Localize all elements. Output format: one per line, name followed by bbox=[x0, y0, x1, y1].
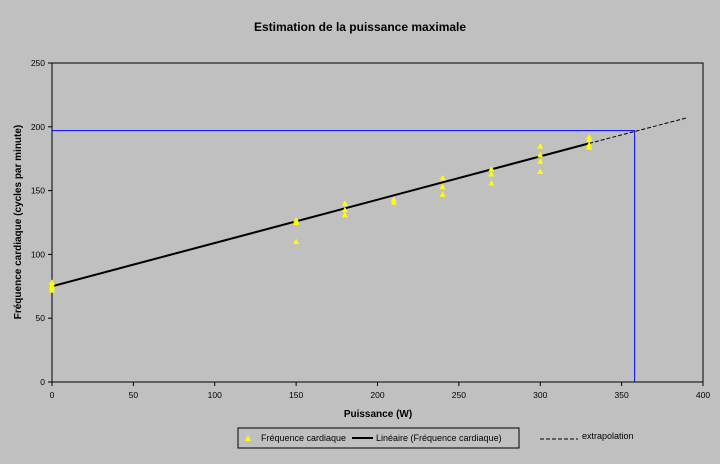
data-point-triangle bbox=[537, 168, 544, 174]
legend: Fréquence cardiaque Linéaire (Fréquence … bbox=[237, 427, 520, 449]
extrapolation-line bbox=[588, 117, 687, 144]
x-tick-label: 350 bbox=[615, 390, 629, 400]
max-guides bbox=[52, 130, 636, 382]
data-point-triangle bbox=[488, 179, 495, 186]
data-point-triangle bbox=[537, 151, 544, 158]
x-tick-label: 50 bbox=[129, 390, 139, 400]
data-point-triangle bbox=[293, 238, 300, 245]
x-tick-label: 400 bbox=[696, 390, 710, 400]
extrapolation-label: extrapolation bbox=[582, 431, 634, 441]
data-point-triangle bbox=[488, 165, 495, 172]
data-point-triangle bbox=[439, 191, 446, 197]
legend-box bbox=[237, 427, 520, 449]
data-point-triangle bbox=[293, 219, 300, 225]
x-tick-label: 150 bbox=[289, 390, 303, 400]
y-tick-label: 0 bbox=[40, 377, 45, 387]
y-axis: 0 50 100 150 200 250 bbox=[31, 58, 52, 387]
y-tick-label: 200 bbox=[31, 122, 45, 132]
y-tick-label: 250 bbox=[31, 58, 45, 68]
data-markers bbox=[49, 134, 593, 293]
x-tick-label: 300 bbox=[533, 390, 547, 400]
data-point-triangle bbox=[390, 199, 397, 205]
y-tick-label: 100 bbox=[31, 249, 45, 259]
data-point-triangle bbox=[439, 183, 446, 190]
data-point-triangle bbox=[341, 200, 348, 206]
data-point-triangle bbox=[537, 158, 544, 164]
x-tick-label: 250 bbox=[452, 390, 466, 400]
x-axis: 0 50 100 150 200 250 300 350 400 bbox=[50, 382, 710, 400]
data-point-triangle bbox=[341, 211, 348, 218]
data-point-triangle bbox=[49, 287, 55, 293]
x-axis-title: Puissance (W) bbox=[344, 409, 412, 420]
legend-label-heart-rate: Fréquence cardiaque bbox=[261, 433, 346, 443]
trend-lines bbox=[51, 117, 687, 288]
x-tick-label: 0 bbox=[50, 390, 55, 400]
data-point-triangle bbox=[537, 142, 544, 149]
y-axis-title: Fréquence cardiaque (cycles par minute) bbox=[13, 125, 24, 320]
x-tick-label: 100 bbox=[208, 390, 222, 400]
y-tick-label: 50 bbox=[36, 313, 46, 323]
chart-title: Estimation de la puissance maximale bbox=[254, 20, 466, 34]
x-tick-label: 200 bbox=[370, 390, 384, 400]
data-point-triangle bbox=[341, 206, 348, 213]
y-tick-label: 150 bbox=[31, 186, 45, 196]
data-point-triangle bbox=[586, 136, 593, 143]
legend-label-linear: Linéaire (Fréquence cardiaque) bbox=[376, 433, 502, 443]
regression-line bbox=[51, 142, 590, 288]
plot-area bbox=[51, 62, 704, 383]
legend-marker-triangle-icon bbox=[245, 435, 251, 441]
data-point-triangle bbox=[439, 174, 446, 181]
data-point-triangle bbox=[586, 144, 593, 150]
data-point-triangle bbox=[488, 171, 495, 177]
